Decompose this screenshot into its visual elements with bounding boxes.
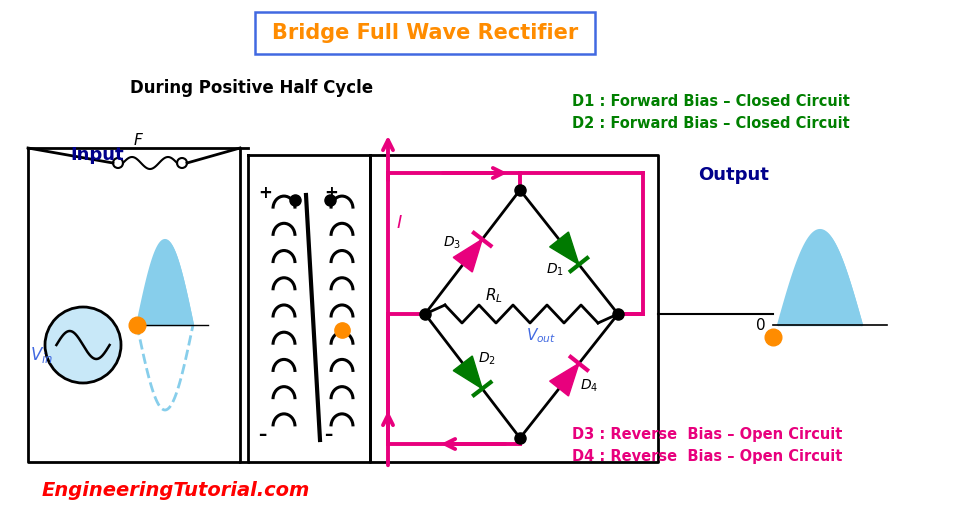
Text: –: – — [258, 426, 267, 444]
Text: +: + — [258, 184, 271, 202]
Text: $D_4$: $D_4$ — [580, 377, 598, 394]
Text: $D_1$: $D_1$ — [546, 262, 563, 278]
Text: D2 : Forward Bias – Closed Circuit: D2 : Forward Bias – Closed Circuit — [572, 116, 849, 131]
Text: D3 : Reverse  Bias – Open Circuit: D3 : Reverse Bias – Open Circuit — [572, 428, 843, 443]
Polygon shape — [550, 363, 579, 396]
Text: $I$: $I$ — [396, 214, 403, 232]
Text: –: – — [324, 426, 332, 444]
Text: EngineeringTutorial.com: EngineeringTutorial.com — [42, 481, 310, 499]
Text: $D_2$: $D_2$ — [478, 350, 496, 367]
Circle shape — [45, 307, 121, 383]
Text: +: + — [324, 184, 338, 202]
Polygon shape — [550, 232, 579, 265]
Text: $V_{out}$: $V_{out}$ — [526, 326, 557, 345]
Text: D4 : Reverse  Bias – Open Circuit: D4 : Reverse Bias – Open Circuit — [572, 449, 843, 465]
Text: During Positive Half Cycle: During Positive Half Cycle — [130, 79, 374, 97]
Text: Bridge Full Wave Rectifier: Bridge Full Wave Rectifier — [271, 23, 578, 43]
Text: F: F — [133, 133, 142, 148]
Polygon shape — [453, 239, 483, 272]
Text: Input: Input — [70, 146, 124, 164]
Text: $V_{in}$: $V_{in}$ — [30, 345, 54, 365]
Text: $D_3$: $D_3$ — [443, 235, 461, 251]
Text: Output: Output — [698, 166, 769, 184]
FancyBboxPatch shape — [255, 12, 595, 54]
Text: D1 : Forward Bias – Closed Circuit: D1 : Forward Bias – Closed Circuit — [572, 94, 849, 110]
Polygon shape — [453, 356, 483, 389]
Text: $R_L$: $R_L$ — [485, 286, 502, 305]
Text: 0: 0 — [756, 318, 766, 333]
